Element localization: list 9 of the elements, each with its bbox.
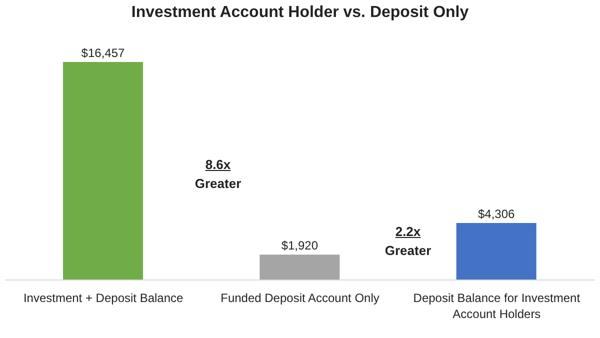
data-label: $4,306 — [478, 206, 516, 221]
x-tick-label: Investment + Deposit Balance — [23, 291, 184, 305]
annotation: 2.2x Greater — [384, 223, 432, 260]
x-tick-label: Deposit Balance for Investment Account Holders — [413, 291, 581, 321]
annotation: 8.6x Greater — [194, 156, 242, 193]
x-tick-label: Funded Deposit Account Only — [220, 291, 380, 305]
chart-title: Investment Account Holder vs. Deposit Only — [130, 4, 470, 22]
data-label: $1,920 — [281, 238, 318, 253]
data-label: $16,457 — [81, 46, 126, 60]
